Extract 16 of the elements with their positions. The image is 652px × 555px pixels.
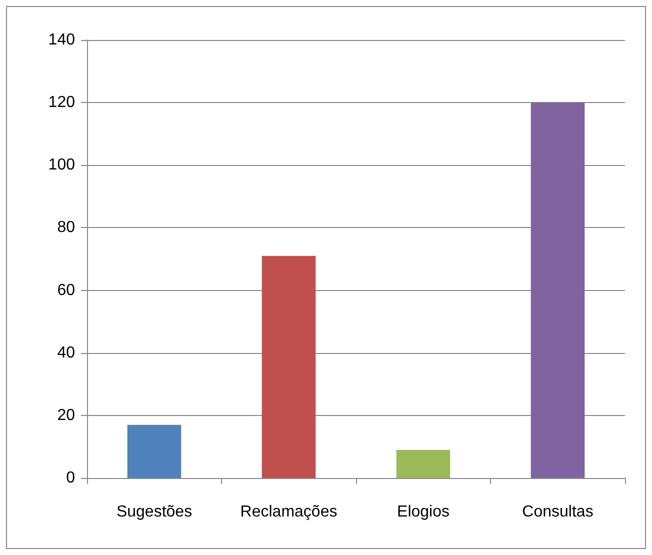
bar — [127, 424, 182, 478]
y-tick-label: 40 — [57, 344, 76, 362]
y-tick-label: 0 — [66, 470, 76, 486]
x-tick-label: Elogios — [397, 504, 450, 520]
y-tick-label: 20 — [57, 406, 76, 424]
y-tick-label: 120 — [48, 94, 76, 112]
bar — [396, 450, 450, 478]
x-tick-label: Reclamações — [240, 504, 338, 520]
y-tick-label: 140 — [48, 32, 76, 48]
bar — [262, 256, 316, 478]
y-tick-label: 80 — [57, 219, 76, 236]
x-tick-label: Sugestões — [116, 504, 192, 520]
y-tick-label: 60 — [57, 282, 76, 299]
bar — [530, 102, 585, 478]
y-tick-label: 100 — [48, 156, 76, 174]
x-tick-label: Consultas — [522, 504, 594, 520]
